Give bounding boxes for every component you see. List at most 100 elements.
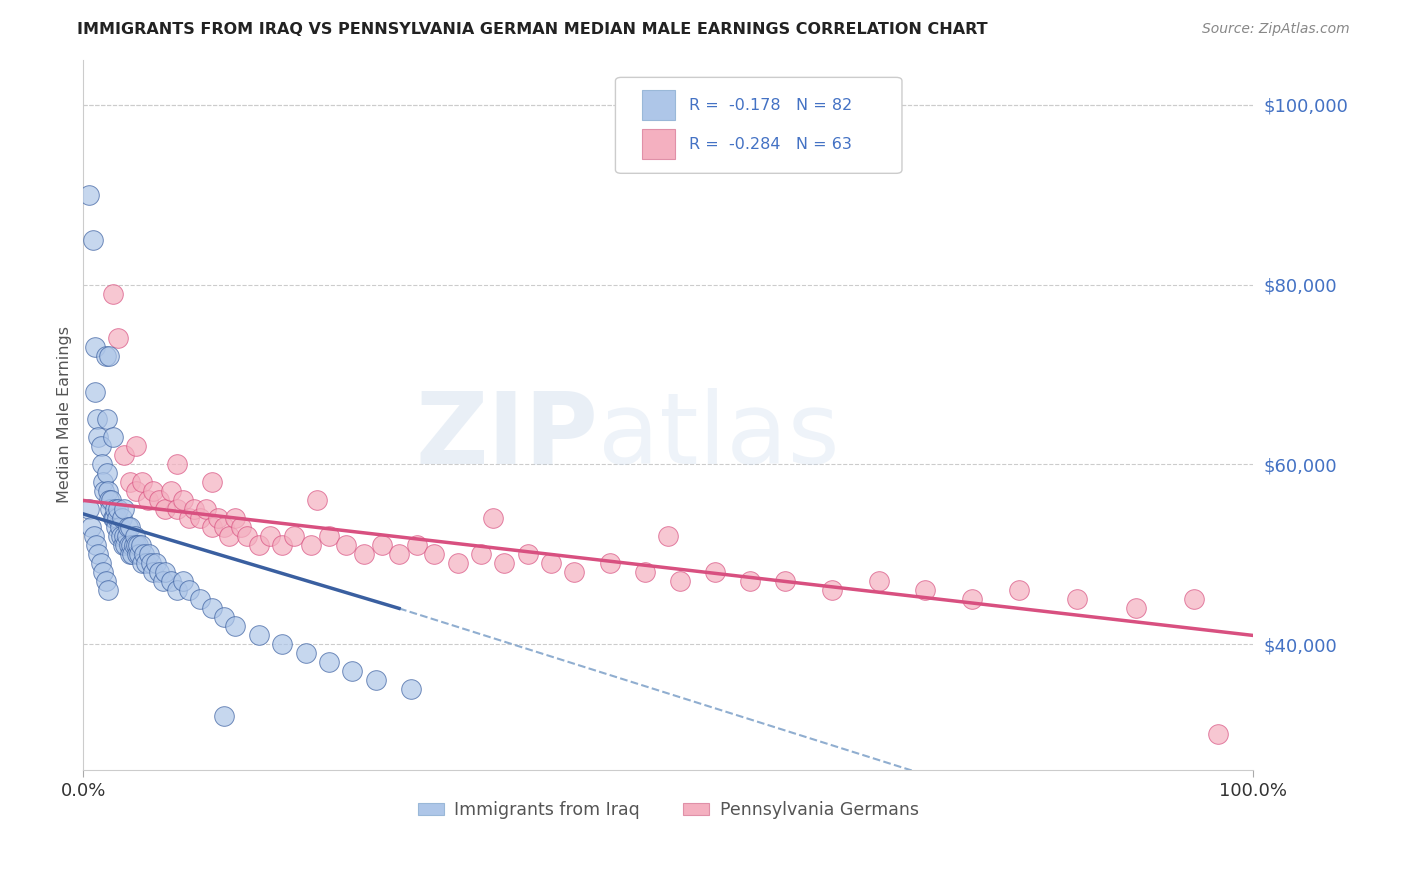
Point xyxy=(93,484,115,499)
Point xyxy=(107,502,129,516)
Point xyxy=(195,502,218,516)
Point xyxy=(166,583,188,598)
Point xyxy=(136,493,159,508)
Point xyxy=(307,493,329,508)
Point xyxy=(166,458,188,472)
Point xyxy=(868,574,890,589)
Point xyxy=(94,574,117,589)
Point xyxy=(114,538,136,552)
Y-axis label: Median Male Earnings: Median Male Earnings xyxy=(58,326,72,503)
Point xyxy=(224,511,246,525)
Point xyxy=(399,682,422,697)
Point xyxy=(177,583,200,598)
Point xyxy=(118,538,141,552)
Point xyxy=(960,592,983,607)
Point xyxy=(131,475,153,490)
Point xyxy=(172,493,194,508)
Point xyxy=(283,529,305,543)
Point xyxy=(127,548,149,562)
Point xyxy=(423,548,446,562)
Point xyxy=(224,619,246,633)
Point xyxy=(1008,583,1031,598)
Point xyxy=(87,430,110,444)
Text: IMMIGRANTS FROM IRAQ VS PENNSYLVANIA GERMAN MEDIAN MALE EARNINGS CORRELATION CHA: IMMIGRANTS FROM IRAQ VS PENNSYLVANIA GER… xyxy=(77,22,988,37)
Point xyxy=(142,484,165,499)
Point xyxy=(294,646,316,660)
FancyBboxPatch shape xyxy=(643,90,675,120)
Point xyxy=(201,520,224,534)
Point xyxy=(299,538,322,552)
Point xyxy=(177,511,200,525)
Point xyxy=(120,475,142,490)
Point xyxy=(108,520,131,534)
Point xyxy=(121,548,143,562)
Point xyxy=(98,493,121,508)
Point xyxy=(110,529,132,543)
Point xyxy=(104,502,127,516)
Point xyxy=(821,583,844,598)
Point xyxy=(91,475,114,490)
Point xyxy=(773,574,796,589)
Point xyxy=(599,557,621,571)
Point xyxy=(96,412,118,426)
Point xyxy=(101,430,124,444)
Point xyxy=(111,511,134,525)
Point xyxy=(97,484,120,499)
Point xyxy=(247,538,270,552)
Point xyxy=(634,566,657,580)
Point xyxy=(212,709,235,723)
Point xyxy=(120,548,142,562)
Point xyxy=(470,548,492,562)
FancyBboxPatch shape xyxy=(643,129,675,159)
Text: Source: ZipAtlas.com: Source: ZipAtlas.com xyxy=(1202,22,1350,37)
Point xyxy=(124,529,146,543)
Point xyxy=(120,520,142,534)
Point xyxy=(481,511,503,525)
Point xyxy=(201,601,224,615)
Point xyxy=(218,529,240,543)
Point xyxy=(142,566,165,580)
Point xyxy=(231,520,253,534)
Point xyxy=(112,538,135,552)
Point xyxy=(188,511,211,525)
Point xyxy=(212,610,235,624)
Text: atlas: atlas xyxy=(598,388,839,484)
Point xyxy=(370,538,392,552)
Point xyxy=(145,557,167,571)
Point xyxy=(1182,592,1205,607)
Point xyxy=(494,557,516,571)
Point xyxy=(77,502,100,516)
Point xyxy=(125,484,148,499)
Point xyxy=(236,529,259,543)
Point xyxy=(160,484,183,499)
Point xyxy=(152,574,174,589)
Point xyxy=(98,350,121,364)
Point xyxy=(405,538,427,552)
Point xyxy=(105,511,128,525)
Point xyxy=(1206,727,1229,741)
Point xyxy=(153,502,176,516)
Point xyxy=(77,187,100,202)
Point xyxy=(132,548,155,562)
Text: R =  -0.284   N = 63: R = -0.284 N = 63 xyxy=(689,136,852,152)
Point xyxy=(247,628,270,642)
Point xyxy=(97,583,120,598)
Point xyxy=(91,458,114,472)
Point xyxy=(80,520,103,534)
Point xyxy=(127,538,149,552)
Point xyxy=(153,566,176,580)
Point xyxy=(172,574,194,589)
Legend: Immigrants from Iraq, Pennsylvania Germans: Immigrants from Iraq, Pennsylvania Germa… xyxy=(411,794,925,826)
Point xyxy=(353,548,375,562)
Point xyxy=(91,566,114,580)
Point xyxy=(446,557,468,571)
Point xyxy=(112,502,135,516)
Point xyxy=(112,449,135,463)
Point xyxy=(90,557,112,571)
Point xyxy=(183,502,205,516)
Point xyxy=(94,350,117,364)
Point xyxy=(516,548,538,562)
Point xyxy=(738,574,761,589)
Text: R =  -0.178   N = 82: R = -0.178 N = 82 xyxy=(689,97,852,112)
FancyBboxPatch shape xyxy=(616,78,903,173)
